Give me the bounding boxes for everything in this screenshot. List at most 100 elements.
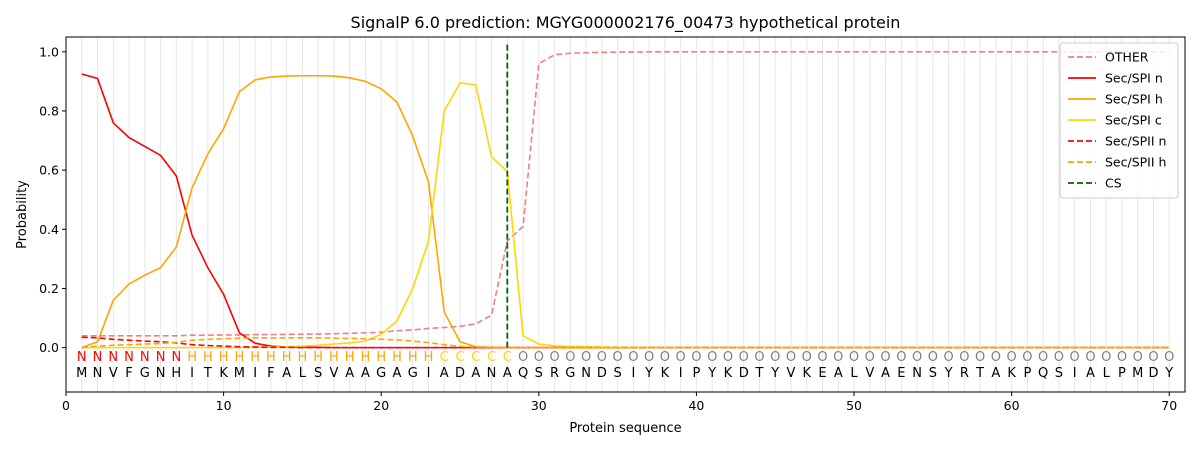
legend-label: Sec/SPII n xyxy=(1105,134,1166,149)
region-label: O xyxy=(1101,350,1111,365)
region-label: O xyxy=(833,350,843,365)
region-label: O xyxy=(1007,350,1017,365)
region-label: O xyxy=(1038,350,1048,365)
region-label: O xyxy=(754,350,764,365)
residue-label: A xyxy=(1086,366,1095,381)
residue-label: P xyxy=(693,366,701,381)
x-tick-label: 10 xyxy=(216,398,232,413)
region-label: O xyxy=(959,350,969,365)
x-tick-label: 0 xyxy=(62,398,70,413)
region-label: O xyxy=(770,350,780,365)
x-tick-label: 20 xyxy=(373,398,389,413)
region-label: C xyxy=(440,350,449,365)
plot-frame xyxy=(65,36,1186,393)
region-label: O xyxy=(802,350,812,365)
y-tick-label: 0.6 xyxy=(39,163,59,178)
residue-label: N xyxy=(93,366,103,381)
residue-label: V xyxy=(109,366,118,381)
y-tick-label: 0.0 xyxy=(39,340,59,355)
region-label: O xyxy=(1133,350,1143,365)
residue-label: A xyxy=(991,366,1000,381)
region-label: O xyxy=(786,350,796,365)
residue-label: I xyxy=(253,366,257,381)
residue-label: T xyxy=(975,366,984,381)
y-axis-ticks: 0.0 0.2 0.4 0.6 0.8 1.0 xyxy=(39,44,66,355)
sequence-annotation: NMNNNVNFNGNNNHHIHTHKHMHIHFHAHLHSHVHAHAHG… xyxy=(76,350,1174,381)
y-tick-label: 1.0 xyxy=(39,44,59,59)
region-label: H xyxy=(345,350,355,365)
region-label: O xyxy=(644,350,654,365)
residue-label: T xyxy=(203,366,212,381)
chart-title: SignalP 6.0 prediction: MGYG000002176_00… xyxy=(351,13,901,33)
legend-label: OTHER xyxy=(1105,50,1149,65)
region-label: O xyxy=(865,350,875,365)
residue-label: A xyxy=(881,366,890,381)
residue-label: A xyxy=(834,366,843,381)
y-tick-label: 0.4 xyxy=(39,222,59,237)
region-label: O xyxy=(597,350,607,365)
region-label: C xyxy=(471,350,480,365)
legend-label: CS xyxy=(1105,176,1122,191)
region-label: C xyxy=(455,350,464,365)
region-label: O xyxy=(628,350,638,365)
region-label: O xyxy=(849,350,859,365)
region-label: H xyxy=(329,350,339,365)
region-label: H xyxy=(282,350,292,365)
legend-label: Sec/SPI c xyxy=(1105,113,1162,128)
region-label: O xyxy=(676,350,686,365)
region-label: O xyxy=(928,350,938,365)
y-axis-label: Probability xyxy=(15,180,30,249)
region-label: H xyxy=(361,350,371,365)
residue-label: I xyxy=(679,366,683,381)
residue-label: F xyxy=(267,366,274,381)
residue-label: D xyxy=(1148,366,1158,381)
series-line-other xyxy=(81,50,1170,337)
residue-label: N xyxy=(581,366,591,381)
residue-label: K xyxy=(219,366,228,381)
residue-label: L xyxy=(1103,366,1111,381)
residue-label: I xyxy=(427,366,431,381)
region-label: C xyxy=(503,350,512,365)
residue-label: S xyxy=(1055,366,1063,381)
region-label: O xyxy=(1022,350,1032,365)
residue-label: S xyxy=(535,366,543,381)
region-label: O xyxy=(1070,350,1080,365)
region-label: H xyxy=(408,350,418,365)
residue-label: L xyxy=(299,366,307,381)
region-label: O xyxy=(880,350,890,365)
residue-label: Y xyxy=(944,366,953,381)
region-label: O xyxy=(723,350,733,365)
residue-label: R xyxy=(550,366,559,381)
region-label: H xyxy=(298,350,308,365)
legend-label: Sec/SPI h xyxy=(1105,92,1163,107)
region-label: O xyxy=(739,350,749,365)
x-tick-label: 30 xyxy=(531,398,547,413)
region-label: H xyxy=(392,350,402,365)
residue-label: D xyxy=(597,366,607,381)
legend-box xyxy=(1059,42,1179,199)
region-label: O xyxy=(565,350,575,365)
region-label: H xyxy=(234,350,244,365)
region-label: N xyxy=(108,350,118,365)
region-label: O xyxy=(581,350,591,365)
residue-label: K xyxy=(802,366,811,381)
region-label: H xyxy=(203,350,213,365)
residue-label: Y xyxy=(707,366,716,381)
legend-label: Sec/SPI n xyxy=(1105,71,1163,86)
region-label: C xyxy=(487,350,496,365)
region-label: N xyxy=(124,350,134,365)
residue-label: A xyxy=(471,366,480,381)
region-label: O xyxy=(1054,350,1064,365)
residue-label: P xyxy=(1118,366,1126,381)
residue-label: Y xyxy=(644,366,653,381)
residue-label: D xyxy=(455,366,465,381)
y-tick-label: 0.8 xyxy=(39,103,59,118)
residue-label: V xyxy=(329,366,338,381)
residue-label: V xyxy=(787,366,796,381)
residue-label: I xyxy=(1073,366,1077,381)
region-label: O xyxy=(613,350,623,365)
residue-label: G xyxy=(565,366,575,381)
x-tick-label: 70 xyxy=(1161,398,1177,413)
region-label: O xyxy=(991,350,1001,365)
residue-label: I xyxy=(631,366,635,381)
